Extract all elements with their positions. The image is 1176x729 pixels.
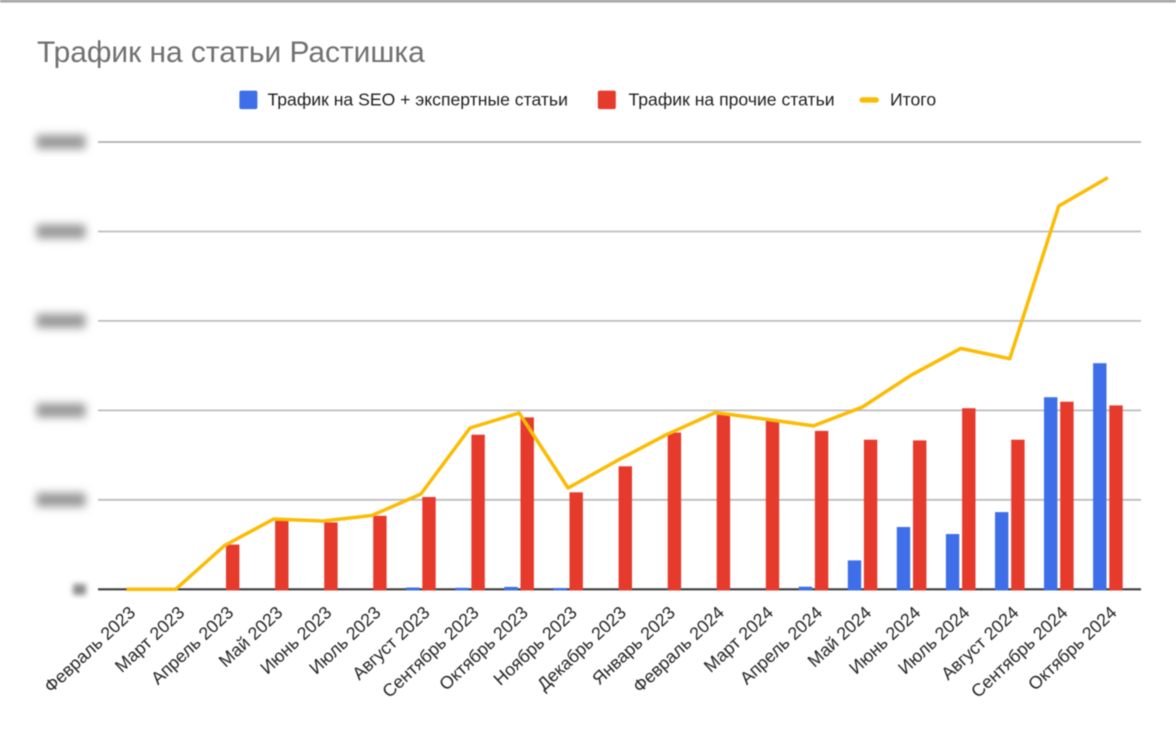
svg-text:Трафик на прочие статьи: Трафик на прочие статьи xyxy=(629,89,835,109)
svg-text:Трафик на SEO + экспертные ста: Трафик на SEO + экспертные статьи xyxy=(268,89,568,109)
svg-text:Итого: Итого xyxy=(890,89,936,109)
svg-text:Трафик на статьи Растишка: Трафик на статьи Растишка xyxy=(37,36,425,69)
